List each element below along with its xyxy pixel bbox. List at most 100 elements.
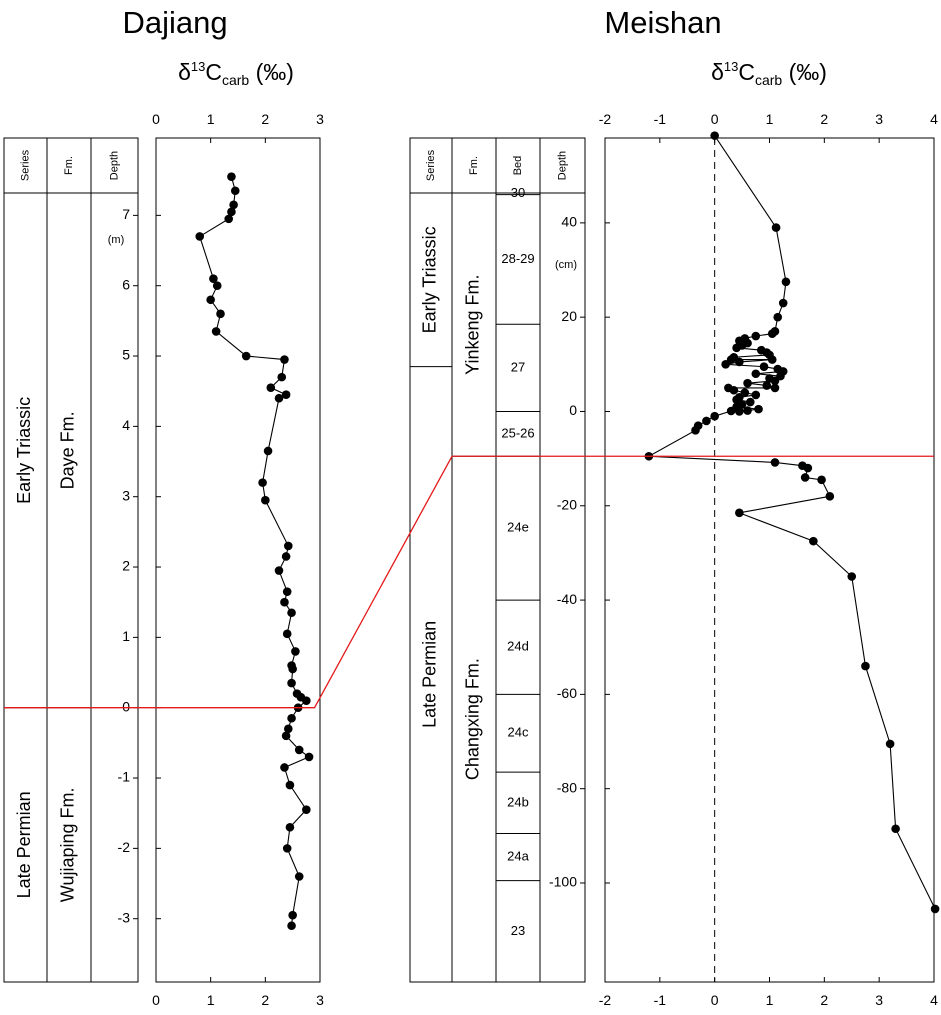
data-point [274, 393, 284, 403]
data-point [735, 407, 744, 416]
data-point [227, 207, 236, 217]
depth-tick-label: 5 [122, 347, 130, 363]
bed-label: 27 [511, 359, 525, 374]
column-header-fm: Fm. [468, 156, 480, 175]
x-axis-title-c: C [205, 59, 222, 85]
data-point [781, 277, 791, 287]
data-point [230, 186, 240, 196]
x-axis-title-1: δ13Ccarb (‰) [711, 59, 827, 88]
depth-tick-label: 0 [569, 402, 577, 418]
boundary-correlation-line [4, 455, 934, 709]
data-point [195, 232, 205, 241]
formation-label: Wujiaping Fm. [58, 787, 78, 902]
x-axis-title-unit: (‰) [249, 59, 294, 85]
x-tick-label-top: 0 [152, 111, 160, 127]
bed-label: 24b [507, 794, 529, 809]
data-point [287, 713, 296, 723]
depth-tick-label: 7 [122, 206, 130, 222]
data-point [294, 872, 304, 881]
x-axis-title-sub: carb [755, 72, 782, 88]
data-point [287, 678, 296, 688]
data-point [266, 383, 276, 392]
x-tick-label-bottom: 1 [207, 992, 215, 1008]
x-tick-label-bottom: 0 [152, 992, 160, 1008]
data-point [283, 724, 293, 734]
data-point [282, 629, 292, 639]
data-point [227, 172, 236, 181]
data-point [861, 661, 870, 671]
data-point [288, 664, 297, 674]
depth-unit-label: (m) [108, 234, 125, 246]
data-point [771, 223, 781, 232]
x-axis-title-delta: δ [711, 59, 724, 85]
data-point [767, 329, 777, 338]
depth-tick-label: 3 [122, 487, 130, 503]
column-header-depth: Depth [108, 151, 120, 180]
x-tick-label-bottom: 2 [261, 992, 269, 1008]
depth-tick-label: -20 [557, 496, 577, 512]
data-point [691, 426, 700, 435]
x-tick-label-top: 0 [711, 111, 719, 127]
data-point [285, 780, 295, 790]
x-tick-label-top: 1 [207, 111, 215, 127]
data-point [770, 458, 780, 467]
series-label: Early Triassic [14, 397, 34, 504]
data-point [281, 731, 291, 741]
column-header-fm: Fm. [63, 156, 75, 175]
data-point [291, 647, 300, 656]
x-tick-label-top: -2 [599, 111, 612, 127]
x-tick-label-bottom: 1 [766, 992, 774, 1008]
data-point [224, 214, 234, 224]
depth-tick-label: 1 [122, 628, 130, 644]
data-point [743, 406, 752, 415]
depth-tick-label: -40 [557, 591, 577, 607]
column-frame [3, 137, 139, 983]
x-axis-title-c: C [738, 59, 755, 85]
data-point [732, 343, 741, 353]
data-point [754, 404, 763, 414]
data-point [759, 362, 769, 371]
data-point [241, 351, 251, 361]
data-point [258, 478, 267, 487]
x-axis-title-delta: δ [178, 59, 191, 85]
x-tick-label-bottom: 3 [316, 992, 324, 1008]
plot-frame [604, 137, 935, 983]
series-label: Late Permian [14, 791, 34, 898]
data-point [281, 390, 291, 400]
x-axis-title-0: δ13Ccarb (‰) [178, 59, 294, 88]
bed-label: 24d [507, 639, 529, 654]
data-point [702, 416, 711, 426]
bed-label: 25-26 [501, 425, 534, 440]
series-label: Early Triassic [420, 226, 440, 333]
formation-label: Yinkeng Fm. [463, 274, 483, 374]
data-point [304, 752, 314, 762]
data-point [762, 381, 772, 390]
data-point [287, 608, 296, 618]
column-header-bed: Bed [512, 156, 524, 176]
column-header-series: Series [19, 149, 31, 181]
data-point [743, 378, 752, 388]
series-label: Late Permian [420, 621, 440, 728]
data-point [261, 495, 270, 505]
bed-label: 23 [511, 923, 525, 938]
data-point [751, 390, 761, 400]
data-point [778, 298, 788, 308]
panel-title: Dajiang [122, 5, 227, 40]
data-point [302, 696, 311, 705]
depth-tick-label: -3 [118, 909, 131, 925]
depth-tick-label: 0 [122, 698, 130, 714]
data-point [282, 587, 292, 596]
bed-label: 30 [511, 185, 525, 200]
x-tick-label-top: -1 [654, 111, 667, 127]
x-tick-label-bottom: 0 [711, 992, 719, 1008]
data-point [773, 312, 783, 322]
data-point [735, 508, 744, 518]
data-point [809, 536, 818, 546]
x-axis-title-sup: 13 [724, 59, 738, 74]
column-header-depth: Depth [556, 151, 568, 180]
data-point [216, 309, 225, 319]
depth-tick-label: 20 [561, 308, 577, 324]
data-point [751, 369, 761, 379]
data-point [770, 376, 780, 386]
